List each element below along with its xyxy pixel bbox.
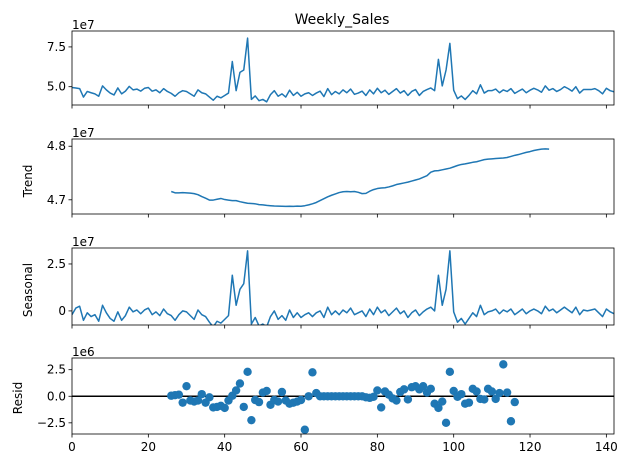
resid-xtick-label: 140 — [595, 440, 618, 454]
resid-point — [506, 417, 516, 426]
resid-point — [304, 392, 313, 401]
resid-point — [262, 386, 271, 396]
resid-xtick-label: 0 — [68, 440, 76, 454]
panel-seasonal: 1e7 Seasonal 0 2.5 — [21, 235, 615, 329]
resid-point — [174, 390, 184, 399]
seasonal-ytick-label: 0 — [58, 304, 66, 318]
resid-point — [464, 398, 474, 407]
seasonal-ytick-label: 2.5 — [47, 257, 66, 271]
offset-label-seasonal: 1e7 — [72, 235, 95, 249]
resid-point — [499, 360, 508, 369]
resid-point — [243, 367, 252, 377]
seasonal-line — [72, 250, 614, 325]
resid-point — [502, 388, 512, 397]
resid-ytick-label: 2.5 — [47, 363, 66, 377]
trend-ytick-label: 4.7 — [47, 193, 66, 207]
offset-label-trend: 1e7 — [72, 126, 95, 140]
resid-xtick-label: 20 — [141, 440, 156, 454]
resid-point — [445, 367, 455, 377]
observed-ytick-label: 5.0 — [47, 80, 66, 94]
resid-point — [193, 396, 203, 405]
resid-point — [231, 386, 241, 395]
resid-point — [495, 388, 504, 398]
resid-point — [277, 387, 287, 397]
resid-point — [510, 397, 519, 407]
trend-line — [170, 148, 550, 208]
resid-point — [457, 389, 466, 399]
resid-ytick-label: 0.0 — [47, 389, 66, 403]
resid-point — [182, 381, 191, 391]
resid-point — [480, 395, 489, 404]
resid-point — [220, 403, 229, 413]
resid-point — [369, 392, 378, 401]
resid-point — [426, 384, 435, 394]
ylabel-resid: Resid — [11, 382, 25, 414]
resid-xtick-label: 120 — [519, 440, 542, 454]
resid-point — [197, 389, 206, 399]
resid-point — [178, 398, 187, 407]
observed-ytick-label: 7.5 — [47, 40, 66, 54]
resid-point — [235, 379, 245, 388]
resid-point — [438, 397, 447, 406]
resid-xtick-label: 60 — [293, 440, 308, 454]
offset-label-resid: 1e6 — [72, 345, 95, 359]
ylabel-seasonal: Seasonal — [21, 263, 35, 317]
trend-axes-frame — [71, 138, 615, 215]
resid-point — [441, 418, 451, 428]
offset-label-observed: 1e7 — [72, 18, 95, 32]
resid-point — [254, 397, 264, 407]
resid-point — [376, 403, 386, 412]
resid-point — [273, 397, 283, 406]
observed-line — [72, 37, 614, 103]
observed-axes-frame — [71, 30, 615, 106]
resid-point — [472, 387, 481, 396]
resid-point — [300, 425, 310, 434]
resid-point — [392, 396, 401, 405]
resid-ytick-label: −2.5 — [37, 416, 66, 430]
resid-xtick-label: 100 — [442, 440, 465, 454]
resid-point — [239, 402, 248, 412]
resid-xtick-label: 40 — [217, 440, 232, 454]
chart-title: Weekly_Sales — [295, 12, 390, 28]
resid-point — [308, 368, 317, 377]
resid-point — [399, 385, 409, 394]
resid-point — [296, 395, 306, 405]
resid-point — [403, 395, 413, 404]
resid-point — [373, 386, 382, 395]
resid-point — [418, 381, 428, 391]
resid-point — [434, 403, 443, 413]
resid-point — [487, 387, 497, 396]
panel-trend: 1e7 Trend 4.7 4.8 — [21, 126, 615, 218]
panel-observed: Weekly_Sales 1e7 5.0 7.5 — [47, 12, 615, 109]
resid-point — [247, 415, 256, 425]
trend-ytick-label: 4.8 — [47, 139, 66, 153]
ylabel-trend: Trend — [21, 165, 35, 199]
resid-point — [205, 393, 214, 402]
panel-resid: 1e6 Resid −2.5 0.0 2.5 0 20 40 60 80 100 120 140 — [11, 345, 618, 454]
seasonal-axes-frame — [71, 247, 615, 326]
resid-xtick-label: 80 — [370, 440, 385, 454]
